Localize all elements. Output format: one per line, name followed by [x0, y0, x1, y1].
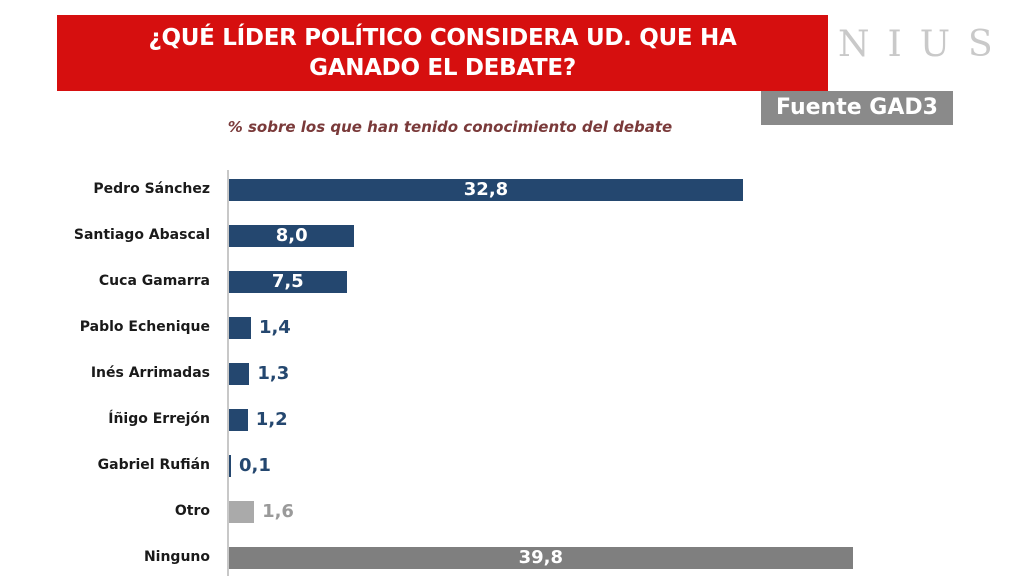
category-label: Pablo Echenique: [79, 319, 210, 335]
category-label: Ninguno: [143, 549, 210, 565]
brand-logo: NIUS: [838, 24, 1011, 65]
bar-inigo-errejon: [229, 409, 248, 431]
value-label: 8,0: [275, 225, 308, 246]
chart-subtitle: % sobre los que han tenido conocimiento …: [227, 118, 673, 136]
chart-title: ¿QUÉ LÍDER POLÍTICO CONSIDERA UD. QUE HA…: [57, 15, 828, 91]
value-label: 39,8: [518, 547, 564, 568]
bar-ninguno: [229, 547, 853, 569]
category-label: Cuca Gamarra: [98, 273, 210, 289]
value-label: 1,6: [262, 501, 294, 522]
bar-cuca-gamarra: [229, 271, 347, 293]
category-label: Inés Arrimadas: [90, 365, 210, 381]
bar-pablo-echenique: [229, 317, 251, 339]
value-label: 1,3: [257, 363, 290, 384]
value-label: 7,5: [271, 271, 304, 292]
bar-ines-arrimadas: [229, 363, 250, 385]
category-label: Íñigo Errejón: [108, 411, 210, 427]
bar-otro: [229, 501, 255, 523]
bar-santiago-abascal: [229, 225, 355, 247]
bar-gabriel-rufian: [229, 455, 231, 477]
category-label: Pedro Sánchez: [93, 181, 210, 197]
source-badge: Fuente GAD3: [761, 91, 953, 125]
value-label: 0,1: [239, 455, 271, 476]
category-label: Santiago Abascal: [73, 227, 210, 243]
value-label: 1,2: [255, 409, 288, 430]
value-label: 1,4: [258, 317, 291, 338]
bar-pedro-sanchez: [229, 179, 743, 201]
category-label: Gabriel Rufián: [97, 457, 210, 473]
category-label: Otro: [174, 503, 210, 519]
y-axis-line: [227, 170, 229, 576]
value-label: 32,8: [463, 179, 509, 200]
